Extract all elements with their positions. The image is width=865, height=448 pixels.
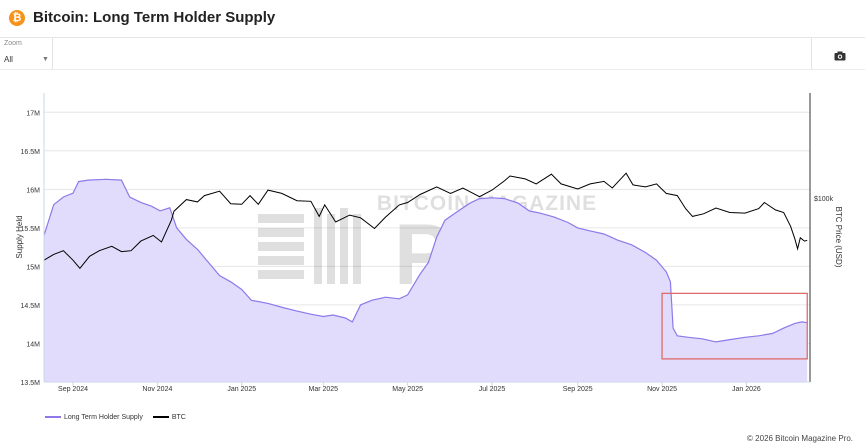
y-left-tick-label-3: 15M bbox=[26, 264, 40, 271]
series-area-long-term-holder-supply bbox=[44, 179, 808, 382]
camera-area bbox=[811, 38, 865, 69]
y-axis-right: $100k bbox=[814, 196, 834, 203]
x-tick-label-1: Nov 2024 bbox=[142, 386, 172, 393]
x-tick-label-2: Jan 2025 bbox=[227, 386, 256, 393]
zoom-label: Zoom bbox=[4, 40, 22, 47]
x-tick-label-4: May 2025 bbox=[392, 386, 423, 393]
legend-label-btc: BTC bbox=[171, 414, 186, 421]
y-axis-right-title: BTC Price (USD) bbox=[834, 207, 843, 268]
x-tick-label-7: Nov 2025 bbox=[647, 386, 677, 393]
chart-header: ₿ Bitcoin: Long Term Holder Supply bbox=[0, 0, 865, 38]
y-left-tick-label-5: 16M bbox=[26, 187, 40, 194]
highlight-box bbox=[661, 292, 808, 360]
page-title: Bitcoin: Long Term Holder Supply bbox=[33, 9, 276, 26]
x-tick-label-5: Jul 2025 bbox=[479, 386, 506, 393]
legend-item-long-term-holder-supply[interactable]: Long Term Holder Supply bbox=[45, 414, 143, 421]
y-left-tick-label-7: 17M bbox=[26, 110, 40, 117]
y-left-tick-label-1: 14M bbox=[26, 341, 40, 348]
camera-icon[interactable] bbox=[834, 51, 846, 61]
x-axis: Sep 2024 Nov 2024 Jan 2025 Mar 2025 May 2025… bbox=[58, 382, 761, 393]
x-tick-label-6: Sep 2025 bbox=[563, 386, 593, 393]
series-line-long-term-holder-supply bbox=[43, 178, 808, 343]
legend-label-supply: Long Term Holder Supply bbox=[64, 414, 143, 421]
chart-toolbar: Zoom All ▼ bbox=[0, 38, 865, 70]
y-axis-left-title: Supply Held bbox=[15, 215, 24, 258]
legend-swatch-btc bbox=[152, 416, 169, 419]
legend-swatch-supply bbox=[45, 416, 61, 419]
y-left-tick-label-4: 15.5M bbox=[21, 226, 41, 233]
legend-item-btc[interactable]: BTC bbox=[152, 414, 186, 421]
y-right-tick-label-0: $100k bbox=[814, 196, 834, 203]
y-left-tick-label-0: 13.5M bbox=[21, 380, 41, 387]
watermark-bars-icon bbox=[258, 208, 361, 284]
chevron-down-icon: ▼ bbox=[42, 56, 49, 63]
zoom-select[interactable]: Zoom All ▼ bbox=[0, 38, 53, 69]
x-tick-label-3: Mar 2025 bbox=[309, 386, 339, 393]
x-tick-label-0: Sep 2024 bbox=[58, 386, 88, 393]
y-left-tick-label-6: 16.5M bbox=[21, 149, 41, 156]
copyright-notice: © 2026 Bitcoin Magazine Pro. bbox=[747, 434, 853, 443]
chart-legend: Long Term Holder Supply BTC bbox=[45, 414, 194, 421]
y-axis-left: 13.5M 14M 14.5M 15M 15.5M 16M 16.5M 17M bbox=[21, 110, 41, 387]
y-left-tick-label-2: 14.5M bbox=[21, 303, 41, 310]
x-tick-label-8: Jan 2026 bbox=[732, 386, 761, 393]
bitcoin-logo-icon: ₿ bbox=[9, 10, 25, 26]
zoom-value: All bbox=[4, 55, 13, 64]
series-line-btc bbox=[43, 172, 808, 270]
